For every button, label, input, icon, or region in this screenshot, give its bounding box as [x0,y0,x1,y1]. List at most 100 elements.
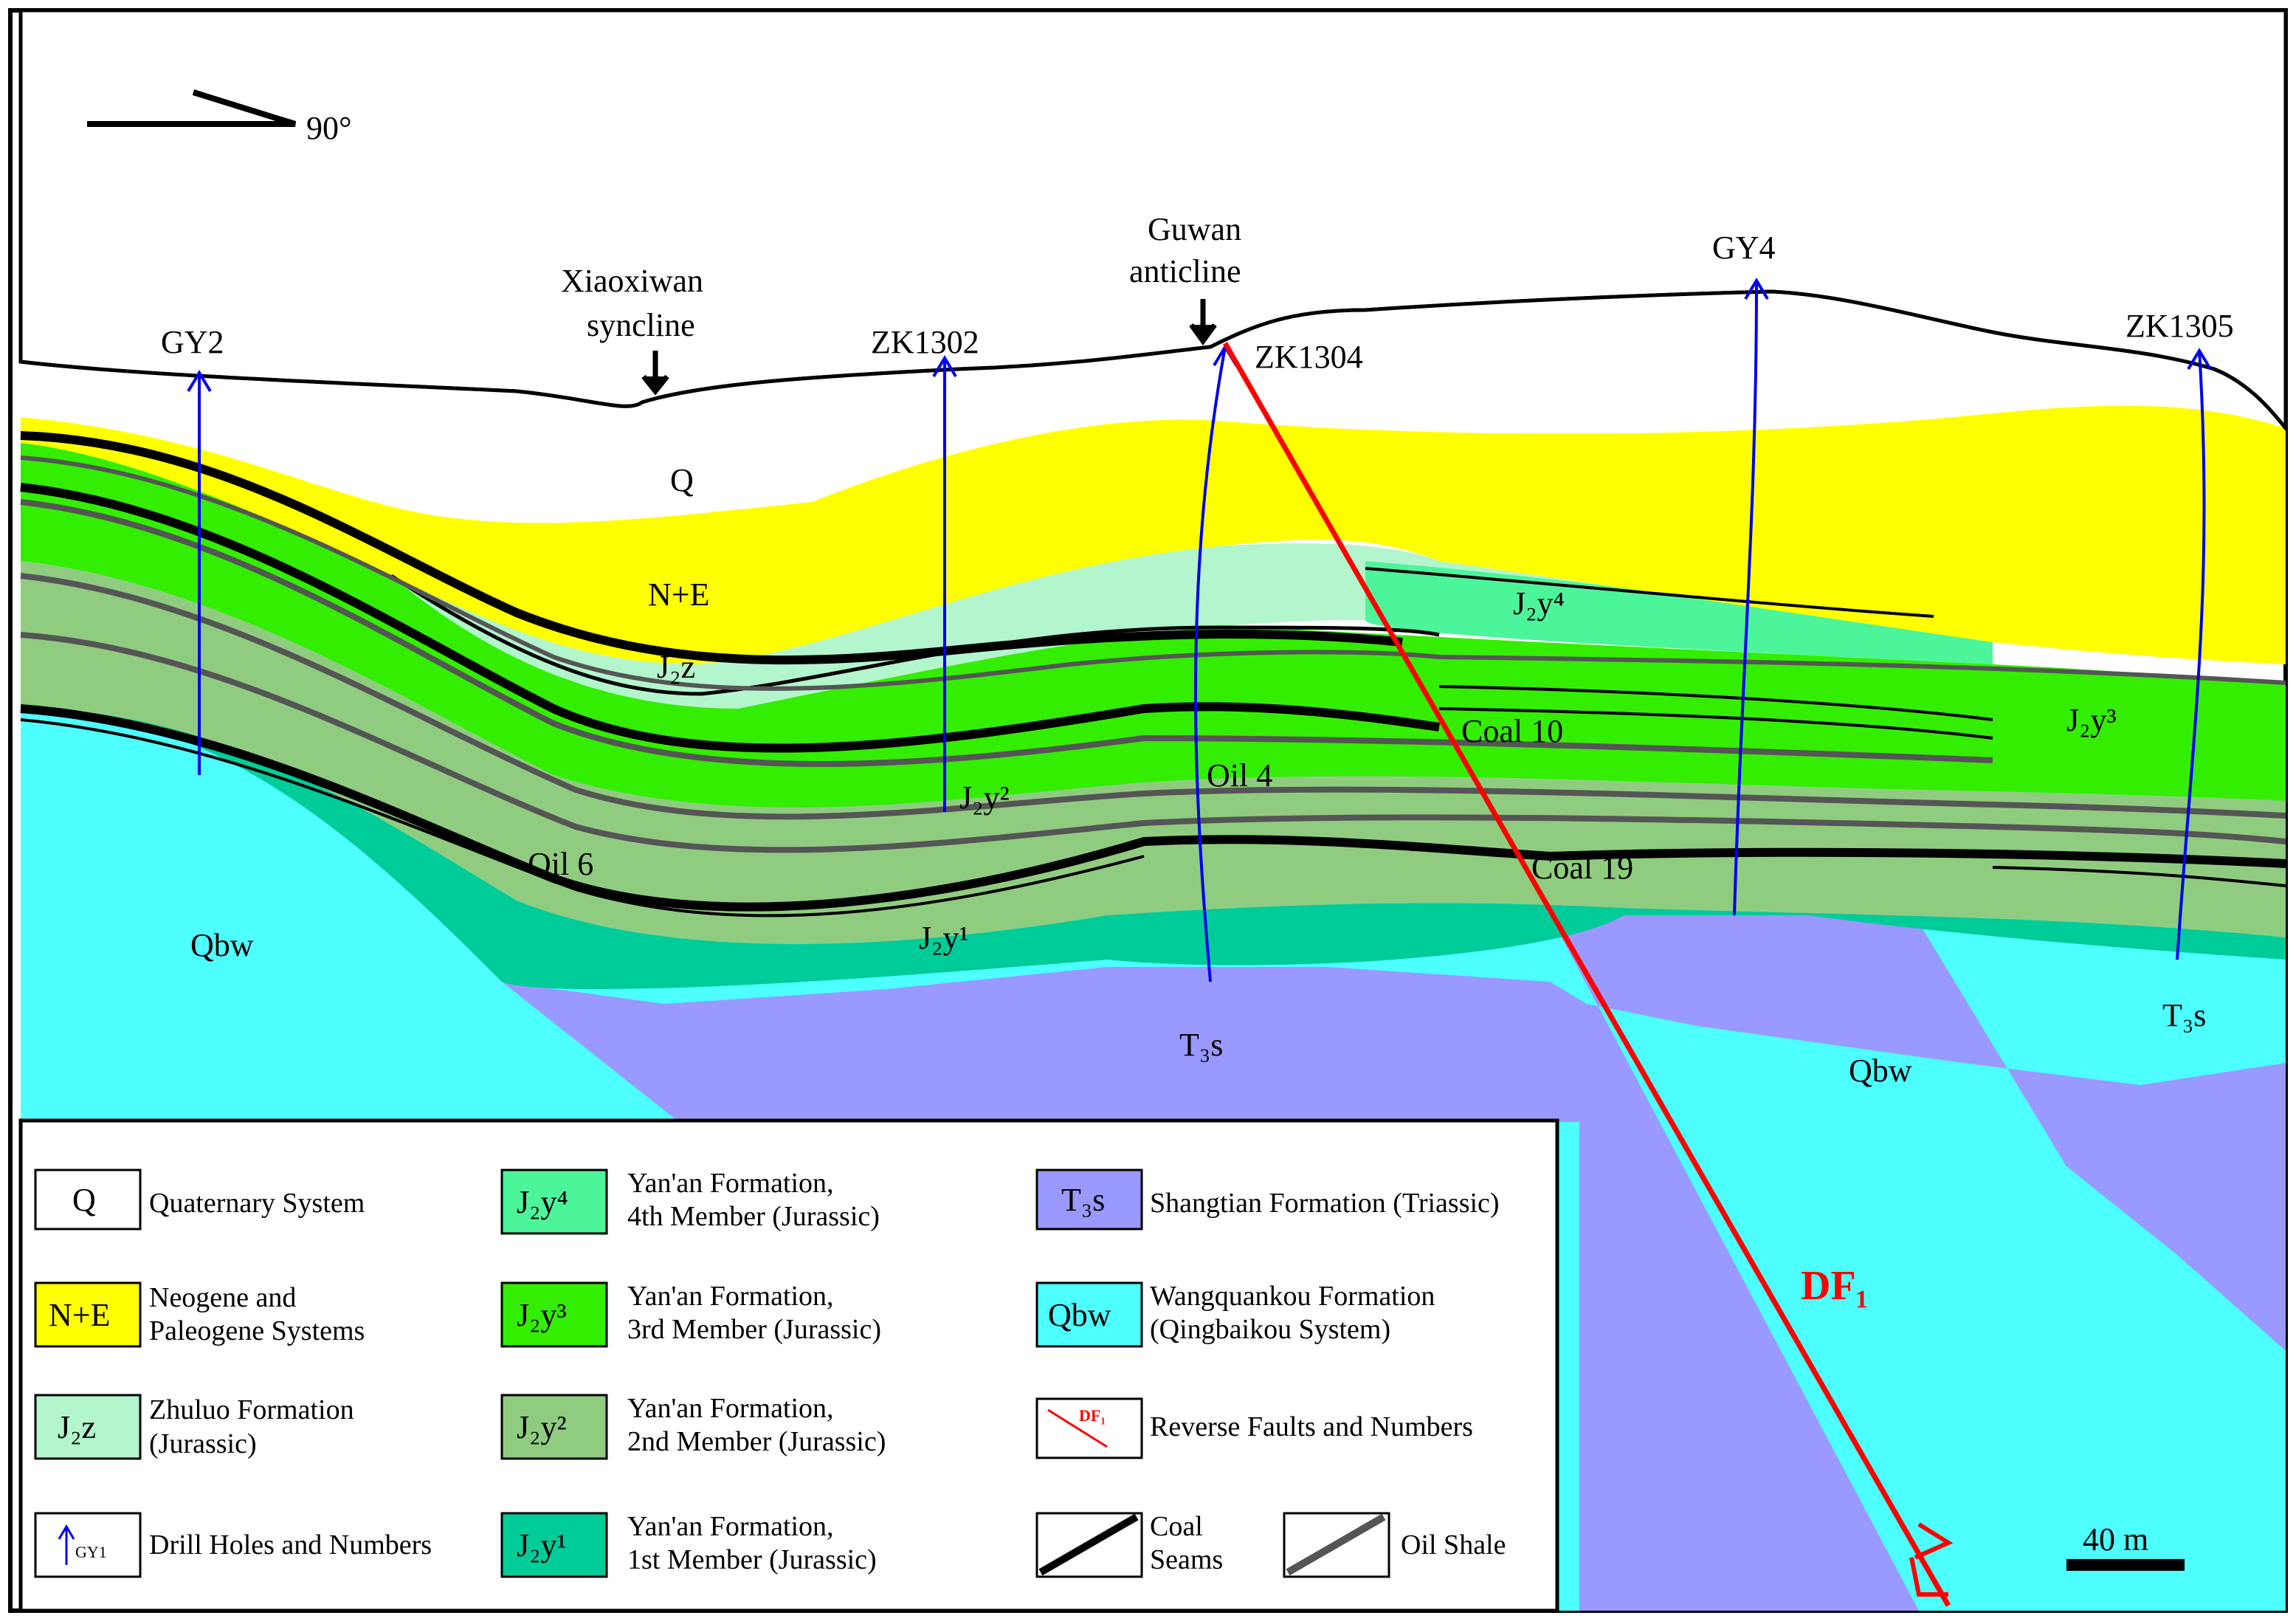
label-j2z: J₂z [657,649,695,685]
legend-swatch-fault [1035,1397,1143,1459]
anticline-label-2: anticline [1129,253,1241,289]
fault-arrow-lower [1909,1557,1948,1597]
coal-seam-8 [1992,866,2286,887]
drill-label-zk1304: ZK1304 [1255,339,1363,375]
legend-fault-icon-label: DF₁ [1079,1406,1106,1425]
legend-drill-icon-label: GY1 [75,1543,107,1561]
legend-text-coal-2: Seams [1150,1544,1223,1575]
syncline-label-2: syncline [587,307,695,343]
coal-seam-4 [390,574,1440,696]
legend-swatch-drill [34,1512,142,1578]
legend-text-j2y4-2: 4th Member (Jurassic) [627,1201,880,1232]
legend-swatch-j2y3 [500,1281,608,1348]
label-coal10: Coal 10 [1461,713,1563,749]
legend-text-oil-shale: Oil Shale [1401,1529,1506,1560]
oil-shale-1 [20,499,1993,767]
coal-seam-5 [1438,685,1993,721]
legend-text-j2y2-1: Yan'an Formation, [627,1393,834,1424]
legend-fault-icon [1047,1408,1108,1448]
legend-text-j2y3-1: Yan'an Formation, [627,1281,834,1312]
coal-seam-6 [1438,707,1993,740]
fault-label: DF₁ [1801,1263,1868,1309]
legend-text-drill: Drill Holes and Numbers [149,1529,432,1560]
legend-text-coal-1: Coal [1150,1511,1203,1542]
label-j2y2: J₂y² [959,779,1010,816]
anticline-arrow [1189,299,1217,345]
label-j2y1: J₂y¹ [919,920,969,956]
drill-label-gy4: GY4 [1712,230,1776,266]
legend-coal-icon [1038,1513,1139,1576]
label-coal19: Coal 19 [1531,850,1633,886]
drill-hole-zk1302 [932,355,957,812]
drill-hole-zk1305 [2176,348,2212,960]
label-q: Q [670,462,694,498]
unit-t3s [502,886,2286,1611]
fault-df1-overlay [1554,921,1951,1607]
legend-text-ne-2: Paleogene Systems [149,1315,365,1346]
unit-j2y1 [21,709,2286,989]
legend-swatch-j2y2 [500,1394,608,1460]
legend-code-t3s: T₃s [1061,1182,1105,1218]
legend: Q Quaternary System N+E Neogene and Pale… [18,1118,1559,1613]
label-j2y4: J₂y⁴ [1513,585,1565,622]
legend-text-j2y2-2: 2nd Member (Jurassic) [627,1426,886,1457]
label-qbw-left: Qbw [190,927,254,963]
legend-text-j2y1-1: Yan'an Formation, [627,1511,834,1542]
coal-seam-2 [20,483,1440,753]
legend-swatch-j2z [34,1394,142,1460]
legend-code-qbw: Qbw [1048,1297,1111,1333]
syncline-arrow [641,351,669,396]
legend-drill-icon [58,1524,75,1565]
ground-surface-line [20,289,2287,430]
oil-shale-2 [20,573,2286,820]
legend-text-j2y3-2: 3rd Member (Jurassic) [627,1314,881,1345]
orientation-label: 90° [306,110,352,146]
legend-swatch-qbw [1035,1281,1143,1348]
fault-arrow-upper [1914,1522,1954,1560]
legend-text-qbw-2: (Qingbaikou System) [1150,1314,1390,1345]
legend-text-j2y4-1: Yan'an Formation, [627,1168,834,1199]
oil-shale-4 [20,455,2286,691]
label-oil6: Oil 6 [528,846,593,882]
legend-text-qbw-1: Wangquankou Formation [1150,1281,1435,1312]
legend-text-ne-1: Neogene and [149,1282,296,1313]
legend-code-j2y1: J₂y¹ [517,1527,567,1563]
legend-text-j2z-1: Zhuluo Formation [149,1394,354,1425]
unit-j2y3 [21,428,2286,808]
label-j2y3: J₂y³ [2066,702,2117,738]
coal-seam-3 [20,704,2286,912]
legend-text-j2y1-2: 1st Member (Jurassic) [627,1544,877,1575]
label-ne: N+E [648,577,709,613]
drill-label-zk1302: ZK1302 [871,324,979,360]
drill-label-zk1305: ZK1305 [2126,308,2234,344]
legend-code-j2y3: J₂y³ [517,1297,567,1333]
drill-holes [187,278,2212,982]
unit-q [21,292,2286,523]
syncline-label-1: Xiaoxiwan [561,263,703,299]
scale-bar-label: 40 m [2083,1521,2148,1558]
oil-shale-3 [20,632,2286,853]
legend-text-q: Quaternary System [149,1188,365,1219]
drill-label-gy2: GY2 [161,324,224,360]
drill-hole-gy4 [1733,278,1769,916]
unit-j2y2 [21,561,2286,944]
legend-code-j2z: J₂z [58,1409,96,1445]
anticline-label-1: Guwan [1148,211,1241,247]
legend-swatch-ne [34,1281,142,1348]
label-oil4: Oil 4 [1207,757,1272,794]
legend-code-j2y4: J₂y⁴ [517,1184,568,1220]
legend-text-fault: Reverse Faults and Numbers [1150,1411,1473,1442]
scale-bar [2066,1559,2185,1571]
coal-seam-7 [1365,567,1934,618]
legend-swatch-t3s [1035,1169,1143,1231]
label-qbw-right: Qbw [1849,1053,1912,1089]
legend-code-ne: N+E [49,1297,110,1333]
coal-seam-1 [20,431,1403,665]
legend-text-j2z-2: (Jurassic) [149,1428,257,1459]
legend-text-t3s: Shangtian Formation (Triassic) [1150,1188,1500,1219]
orientation-arrow [87,89,297,127]
legend-swatch-j2y4 [500,1169,608,1235]
legend-code-q: Q [72,1182,96,1218]
label-t3s-mid: T₃s [1179,1027,1223,1063]
